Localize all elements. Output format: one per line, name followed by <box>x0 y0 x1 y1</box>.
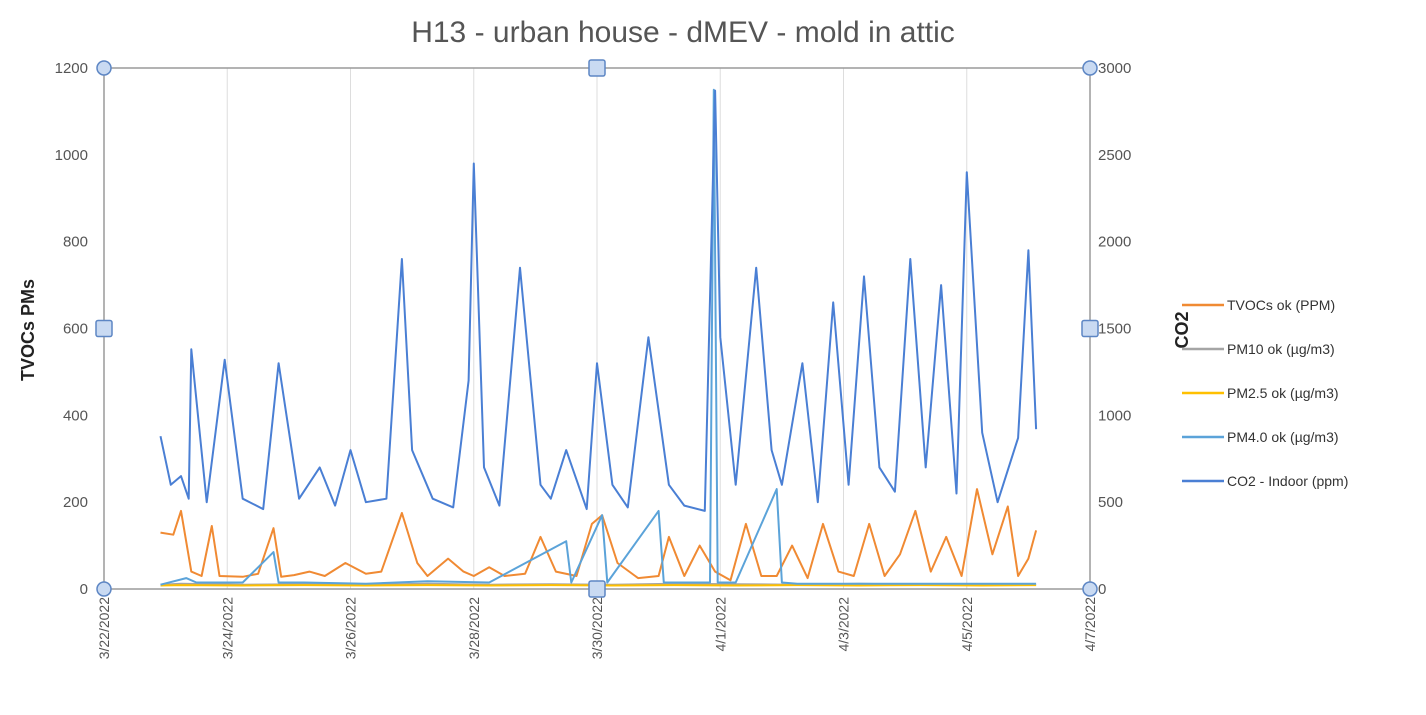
x-tick-label: 4/1/2022 <box>712 597 728 652</box>
y-right-tick-label: 500 <box>1098 494 1123 511</box>
x-tick-label: 3/22/2022 <box>96 597 112 659</box>
resize-handle[interactable] <box>1082 321 1098 337</box>
series-line <box>161 91 1037 511</box>
x-axis-ticks: 3/22/2022 3/24/2022 3/26/2022 3/28/2022 3/30… <box>96 597 1098 660</box>
y-left-tick-label: 600 <box>63 321 88 338</box>
legend-entry-label: TVOCs ok (PPM) <box>1227 297 1335 313</box>
resize-handle[interactable] <box>96 321 112 337</box>
resize-handle[interactable] <box>589 581 605 597</box>
legend-entry-label: PM2.5 ok (µg/m3) <box>1227 385 1339 401</box>
x-tick-label: 4/7/2022 <box>1082 597 1098 652</box>
series-line <box>161 489 1037 580</box>
x-tick-label: 3/28/2022 <box>466 597 482 659</box>
y-right-tick-label: 3000 <box>1098 60 1131 77</box>
y-axis-right-label: CO2 <box>1172 311 1192 348</box>
x-tick-label: 3/30/2022 <box>589 597 605 659</box>
y-axis-left-label: TVOCs PMs <box>18 279 38 381</box>
y-right-tick-label: 2000 <box>1098 234 1131 251</box>
y-axis-right-ticks: 0 500 1000 1500 2000 2500 3000 <box>1098 60 1131 598</box>
resize-handle[interactable] <box>1083 582 1097 596</box>
x-tick-label: 4/5/2022 <box>959 597 975 652</box>
gridlines <box>227 68 967 589</box>
y-left-tick-label: 1000 <box>55 147 88 164</box>
x-tick-label: 3/26/2022 <box>343 597 359 659</box>
legend-entry-label: CO2 - Indoor (ppm) <box>1227 473 1348 489</box>
y-right-tick-label: 0 <box>1098 581 1106 598</box>
legend-entry-label: PM4.0 ok (µg/m3) <box>1227 429 1339 445</box>
y-left-tick-label: 200 <box>63 494 88 511</box>
y-left-tick-label: 0 <box>80 581 88 598</box>
series-lines <box>161 90 1037 586</box>
y-axis-left-ticks: 0 200 400 600 800 1000 1200 <box>55 60 88 598</box>
y-left-tick-label: 1200 <box>55 60 88 77</box>
y-right-tick-label: 1500 <box>1098 321 1131 338</box>
y-left-tick-label: 800 <box>63 234 88 251</box>
resize-handle[interactable] <box>1083 61 1097 75</box>
y-right-tick-label: 1000 <box>1098 407 1131 424</box>
y-left-tick-label: 400 <box>63 407 88 424</box>
legend-entry-label: PM10 ok (µg/m3) <box>1227 341 1335 357</box>
legend: TVOCs ok (PPM) PM10 ok (µg/m3) PM2.5 ok (µ… <box>1182 297 1348 489</box>
resize-handle[interactable] <box>589 60 605 76</box>
resize-handle[interactable] <box>97 582 111 596</box>
y-right-tick-label: 2500 <box>1098 147 1131 164</box>
chart-title: H13 - urban house - dMEV - mold in attic <box>411 16 955 49</box>
x-tick-label: 4/3/2022 <box>836 597 852 652</box>
x-tick-label: 3/24/2022 <box>219 597 235 659</box>
resize-handle[interactable] <box>97 61 111 75</box>
